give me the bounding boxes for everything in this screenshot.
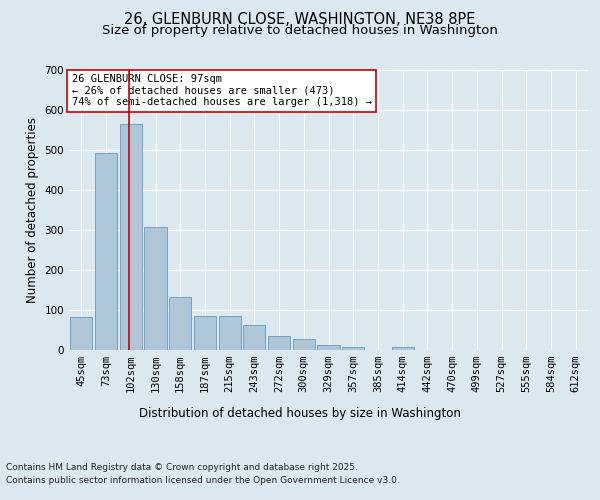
- Bar: [95, 153, 117, 350]
- Text: Contains public sector information licensed under the Open Government Licence v3: Contains public sector information licen…: [6, 476, 400, 485]
- Bar: [317, 345, 340, 350]
- Bar: [293, 339, 315, 350]
- Bar: [342, 347, 364, 350]
- Text: Size of property relative to detached houses in Washington: Size of property relative to detached ho…: [102, 24, 498, 37]
- Bar: [268, 336, 290, 350]
- Text: Contains HM Land Registry data © Crown copyright and database right 2025.: Contains HM Land Registry data © Crown c…: [6, 462, 358, 471]
- Text: 26, GLENBURN CLOSE, WASHINGTON, NE38 8PE: 26, GLENBURN CLOSE, WASHINGTON, NE38 8PE: [124, 12, 476, 28]
- Bar: [145, 227, 167, 350]
- Y-axis label: Number of detached properties: Number of detached properties: [26, 117, 39, 303]
- Bar: [169, 297, 191, 350]
- Bar: [392, 347, 414, 350]
- Text: Distribution of detached houses by size in Washington: Distribution of detached houses by size …: [139, 408, 461, 420]
- Bar: [218, 316, 241, 350]
- Bar: [194, 316, 216, 350]
- Bar: [70, 317, 92, 350]
- Bar: [119, 124, 142, 350]
- Text: 26 GLENBURN CLOSE: 97sqm
← 26% of detached houses are smaller (473)
74% of semi-: 26 GLENBURN CLOSE: 97sqm ← 26% of detach…: [71, 74, 371, 108]
- Bar: [243, 325, 265, 350]
